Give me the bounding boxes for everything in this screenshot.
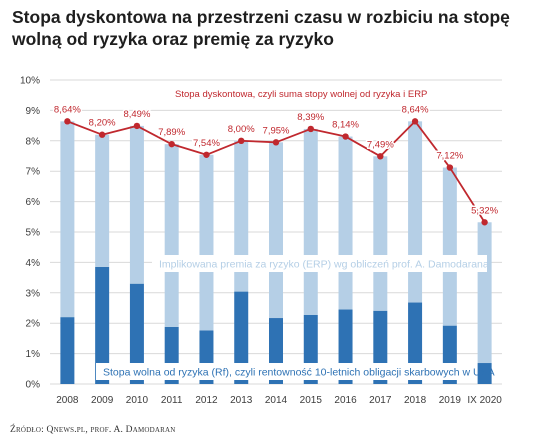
y-tick-label: 0% [26, 380, 41, 391]
rf-label-background [96, 363, 462, 380]
y-tick-label: 7% [26, 167, 41, 178]
y-tick-label: 2% [26, 319, 41, 330]
gridlines [50, 79, 502, 385]
discount-rate-point [168, 140, 175, 148]
y-tick-label: 10% [20, 76, 40, 87]
x-tick-label: 2008 [56, 395, 79, 406]
erp-bar [164, 144, 179, 327]
x-tick-label: 2016 [334, 395, 357, 406]
data-label: 8,20% [89, 118, 116, 129]
x-tick-label: IX 2020 [467, 395, 502, 406]
discount-rate-point [238, 137, 245, 144]
data-label: 8,49% [123, 109, 150, 120]
discount-rate-point [411, 118, 419, 125]
data-label: 7,12% [436, 151, 463, 162]
erp-bar [129, 125, 144, 284]
data-label: 7,89% [158, 127, 185, 138]
discount-rate-point [377, 153, 384, 160]
y-tick-label: 8% [26, 136, 41, 147]
discount-rate-point [272, 139, 280, 146]
discount-rate-point [481, 219, 488, 226]
x-tick-label: 2015 [300, 395, 323, 406]
rf-bar [477, 363, 492, 384]
x-axis-tick-labels: 2008 2009 2010 2011 2012 2013 2014 2015 2016 2017… [56, 395, 502, 406]
y-tick-label: 3% [26, 288, 41, 299]
erp-bar [199, 154, 214, 331]
erp-bar [408, 121, 423, 303]
y-tick-label: 5% [26, 228, 41, 239]
data-label: 8,00% [228, 124, 255, 135]
erp-label-background [152, 255, 487, 272]
y-tick-label: 6% [26, 197, 41, 208]
page-title: Stopa dyskontowa na przestrzeni czasu w … [12, 7, 510, 49]
erp-bar [234, 140, 249, 292]
y-tick-label: 9% [26, 106, 41, 117]
discount-rate-point [203, 151, 210, 158]
rf-bar [129, 283, 144, 384]
x-tick-label: 2010 [126, 395, 149, 406]
data-label: 8,39% [297, 112, 324, 123]
erp-series-label: Implikowana premia za ryzyko (ERP) wg ob… [159, 259, 489, 271]
discount-rate-point [64, 118, 71, 125]
source-note: Źródło: Qnews.pl, prof. A. Damodaran [10, 425, 176, 435]
data-label: 7,54% [193, 138, 220, 149]
discount-rate-line [64, 118, 488, 226]
erp-bar [477, 222, 492, 364]
discount-rate-point [307, 125, 314, 133]
data-label: 7,95% [263, 125, 290, 136]
discount-rate-point [342, 133, 349, 140]
x-tick-label: 2019 [439, 395, 462, 406]
line-series-label: Stopa dyskontowa, czyli suma stopy wolne… [175, 89, 427, 100]
x-tick-label: 2014 [265, 395, 288, 406]
erp-bar [442, 167, 457, 326]
data-labels: 8,64% 8,20% 8,49% 7,89% 7,54% 8,00% 7,95% 8,39%… [52, 103, 500, 218]
discount-rate-point [98, 131, 106, 138]
x-tick-label: 2013 [230, 395, 253, 406]
y-tick-label: 1% [26, 349, 41, 360]
discount-rate-point [446, 164, 454, 171]
x-tick-label: 2017 [369, 395, 392, 406]
data-label: 5,32% [471, 205, 498, 216]
erp-bar [95, 134, 110, 267]
rf-bar [60, 317, 75, 384]
data-label: 8,64% [402, 104, 429, 115]
y-axis-tick-labels: 0% 1% 2% 3% 4% 5% 6% 7% 8% 9% 10% [20, 76, 40, 391]
data-label: 7,49% [367, 139, 394, 150]
x-tick-label: 2018 [404, 395, 427, 406]
y-tick-label: 4% [26, 258, 41, 269]
rf-bar [234, 291, 249, 384]
erp-bar [373, 156, 388, 311]
erp-bar [303, 128, 318, 315]
x-tick-label: 2009 [91, 395, 114, 406]
x-tick-label: 2012 [195, 395, 218, 406]
stacked-bars [60, 121, 492, 384]
erp-bar [269, 142, 283, 319]
series-labels: Implikowana premia za ryzyko (ERP) wg ob… [96, 255, 495, 380]
erp-bar [338, 136, 353, 310]
data-label: 8,14% [332, 120, 359, 131]
discount-rate-point [133, 122, 141, 130]
rf-series-label: Stopa wolna od ryzyka (Rf), czyli rentow… [103, 367, 495, 379]
x-tick-label: 2011 [161, 395, 183, 406]
erp-bar [60, 121, 75, 318]
rf-bar [95, 266, 110, 384]
data-label: 8,64% [54, 104, 81, 115]
